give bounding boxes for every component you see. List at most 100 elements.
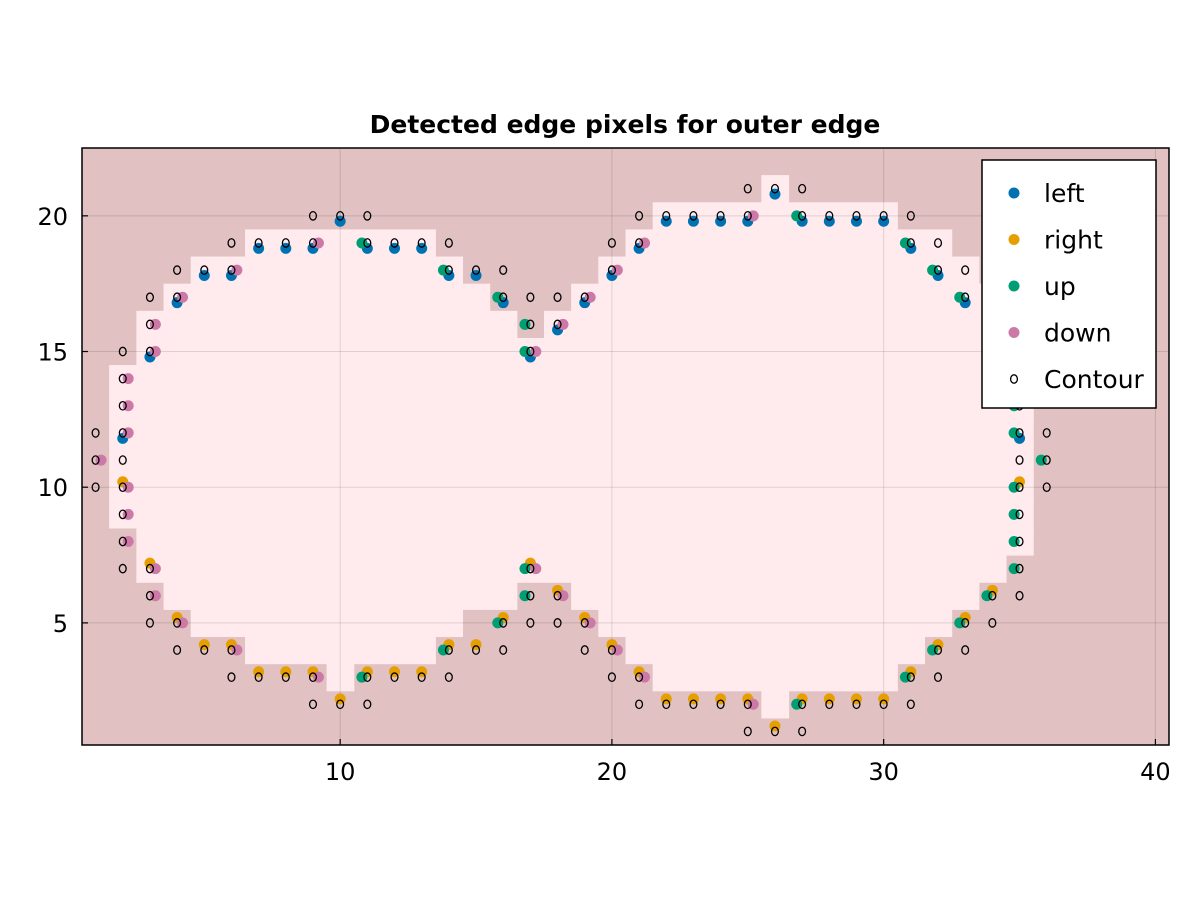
contour-point — [471, 265, 481, 275]
shape-cell — [652, 663, 898, 692]
shape-cell — [625, 636, 926, 665]
contour-point — [580, 292, 589, 303]
y-tick-label: 10 — [37, 474, 68, 502]
shape-cell — [163, 582, 518, 610]
contour-point — [553, 590, 562, 601]
shape-cell — [136, 310, 518, 339]
right-point — [280, 666, 292, 678]
contour-point — [770, 726, 780, 737]
contour-point — [1042, 482, 1051, 493]
legend-label-left: left — [1044, 179, 1085, 208]
contour-point — [689, 699, 698, 710]
contour-point — [553, 618, 562, 628]
left-point — [769, 188, 781, 200]
contour-point — [118, 563, 127, 574]
contour-point — [770, 183, 780, 194]
plot-border — [81, 147, 1170, 746]
contour-point — [227, 672, 236, 683]
contour-point — [499, 292, 508, 303]
contour-point — [526, 292, 535, 303]
contour-point — [91, 455, 100, 465]
contour-point — [635, 210, 644, 221]
contour-point — [1015, 536, 1024, 547]
contour-point — [906, 699, 915, 710]
contour-point — [526, 590, 535, 601]
right-point — [878, 693, 890, 705]
shape-cell — [136, 555, 545, 583]
left-point — [850, 215, 862, 227]
shape-cell — [136, 527, 1034, 556]
contour-point — [961, 265, 970, 275]
contour-point — [580, 645, 589, 655]
contour-point — [499, 618, 508, 628]
contour-point — [1015, 428, 1024, 438]
left-point — [416, 242, 428, 254]
contour-point — [118, 373, 127, 384]
right-point — [850, 693, 862, 705]
contour-point — [91, 428, 100, 438]
contour-point — [607, 265, 616, 275]
contour-point — [444, 645, 453, 655]
contour-point — [906, 210, 915, 221]
left-point — [389, 242, 401, 254]
contour-point — [118, 346, 127, 357]
shape-cell — [761, 690, 790, 719]
y-tick-label: 15 — [37, 339, 68, 367]
contour-point — [607, 672, 616, 683]
right-point — [198, 639, 210, 651]
x-axis: 10 20 30 40 — [325, 739, 1171, 786]
x-tick-label: 10 — [325, 758, 356, 786]
contour-point — [227, 645, 236, 655]
contour-point — [173, 645, 182, 655]
contour-point — [798, 726, 807, 737]
contour-point — [499, 645, 508, 655]
legend-label-down: down — [1044, 319, 1111, 348]
contour-point — [173, 265, 182, 275]
contour-point — [390, 238, 399, 248]
shape-cell — [190, 609, 464, 638]
contour-point — [1015, 482, 1024, 493]
right-point — [389, 666, 401, 678]
right-point — [334, 693, 346, 705]
right-point — [470, 639, 482, 651]
contour-point — [825, 210, 834, 221]
legend-marker-down — [1008, 327, 1020, 338]
left-point — [334, 215, 346, 227]
contour-point — [336, 699, 345, 710]
left-point — [470, 270, 482, 282]
contour-point — [607, 645, 616, 655]
contour-point — [227, 238, 236, 248]
contour-point — [145, 563, 154, 574]
contour-point — [607, 238, 616, 248]
shape-cell — [571, 283, 1007, 312]
shape-cell — [109, 500, 1034, 529]
contour-point — [689, 210, 698, 221]
shape-cell — [136, 337, 1034, 366]
shape-cell — [245, 229, 355, 258]
shape-cell — [598, 609, 953, 638]
contour-point — [1015, 455, 1024, 465]
y-tick-label: 5 — [53, 610, 68, 638]
contour-point — [798, 699, 807, 710]
right-point — [416, 666, 428, 678]
shape-cell — [109, 419, 1034, 448]
shape-cell — [326, 663, 355, 692]
contour-point — [227, 265, 236, 275]
contour-point — [1042, 428, 1051, 438]
shape-cell — [543, 555, 1007, 583]
contour-point — [743, 699, 752, 710]
contour-point — [635, 699, 644, 710]
contour-point — [444, 238, 453, 248]
contour-point — [961, 618, 970, 628]
contour-point — [825, 699, 834, 710]
left-point — [198, 270, 210, 282]
left-point — [687, 215, 699, 227]
shape-cell — [625, 229, 953, 258]
shape-cell — [245, 636, 436, 665]
contour-point — [281, 238, 290, 248]
contour-point — [743, 210, 752, 221]
plot-frame — [81, 147, 1170, 746]
contour-point — [145, 590, 154, 601]
contour-point — [526, 319, 535, 330]
right-point — [769, 720, 781, 732]
